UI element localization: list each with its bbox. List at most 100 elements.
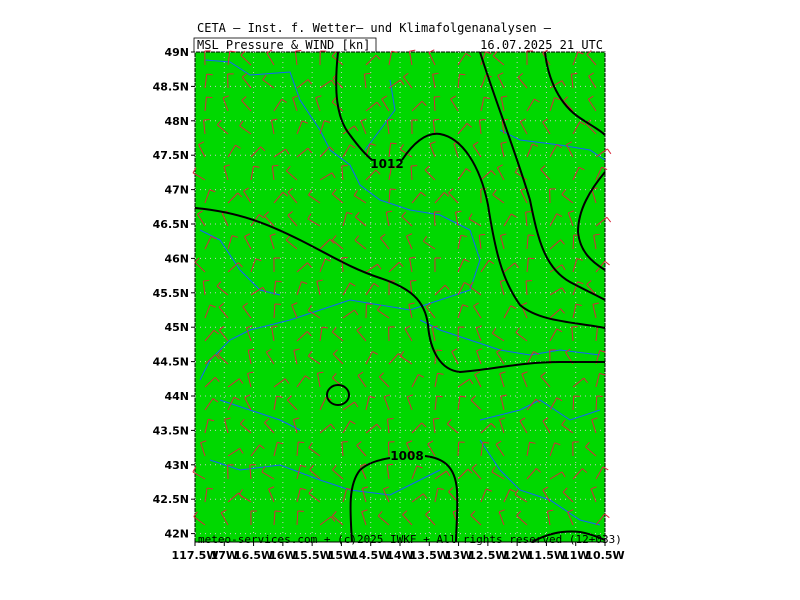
barb-staff — [224, 419, 229, 434]
lon-label: 16.5W — [234, 549, 273, 562]
barb-feather — [354, 212, 360, 218]
barb-feather — [332, 349, 338, 355]
barb-feather — [354, 235, 360, 241]
barb-feather — [229, 50, 236, 53]
barb-staff — [549, 328, 558, 342]
barb-staff — [404, 328, 413, 342]
barb-staff — [591, 419, 597, 434]
barb-feather — [446, 419, 452, 425]
barb-feather — [469, 378, 474, 385]
barb-feather — [271, 325, 278, 328]
barb-staff — [540, 169, 551, 181]
lon-label: 11W — [562, 549, 589, 562]
barb-staff — [433, 211, 436, 227]
barb-feather — [354, 309, 359, 316]
barb-staff — [309, 469, 321, 480]
barb-staff — [227, 144, 236, 158]
barb-feather — [562, 487, 568, 493]
barb-staff — [216, 285, 229, 296]
barb-feather — [331, 79, 336, 86]
barb-staff — [247, 350, 252, 365]
barb-staff — [319, 146, 330, 158]
barb-feather — [535, 468, 542, 473]
barb-feather — [354, 401, 359, 408]
barb-feather — [218, 303, 224, 308]
barb-feather — [192, 167, 197, 174]
barb-staff — [480, 442, 484, 457]
barb-feather — [242, 302, 248, 308]
barb-feather — [386, 210, 393, 213]
barb-feather — [194, 257, 200, 263]
barb-feather — [399, 350, 405, 357]
barb-feather — [376, 423, 382, 430]
barb-staff — [296, 465, 301, 480]
barb-staff — [402, 514, 413, 526]
barb-feather — [471, 464, 477, 469]
barb-feather — [514, 262, 519, 268]
barb-feather — [249, 464, 256, 466]
barb-staff — [480, 170, 492, 181]
barb-feather — [198, 141, 205, 146]
barb-staff — [457, 235, 462, 250]
barb-staff — [342, 401, 355, 411]
barb-staff — [377, 515, 390, 526]
barb-feather — [223, 164, 230, 168]
barb-feather — [285, 148, 290, 155]
barb-staff — [526, 235, 529, 250]
barb-staff — [570, 74, 574, 89]
barb-staff — [572, 395, 575, 411]
barb-staff — [217, 124, 229, 135]
barb-feather — [500, 279, 507, 283]
barb-feather — [599, 350, 606, 353]
lon-label: 14W — [386, 549, 413, 562]
barb-feather — [377, 511, 383, 517]
barb-staff — [319, 79, 332, 89]
barb-staff — [434, 373, 439, 388]
barb-staff — [250, 258, 257, 273]
barb-staff — [244, 397, 252, 411]
barb-staff — [241, 100, 252, 112]
barb-feather — [244, 233, 250, 238]
barb-feather — [264, 211, 270, 217]
barb-staff — [202, 281, 206, 296]
barb-staff — [250, 146, 261, 158]
barb-staff — [585, 123, 597, 135]
barb-staff — [203, 120, 206, 135]
lat-label: 43.5N — [153, 424, 189, 437]
barb-staff — [308, 447, 321, 457]
barb-staff — [240, 423, 252, 434]
barb-staff — [319, 397, 327, 411]
barb-feather — [277, 441, 284, 445]
barb-feather — [300, 487, 307, 491]
barb-feather — [268, 486, 275, 490]
barb-feather — [272, 164, 279, 167]
barb-feather — [287, 188, 293, 193]
barb-feather — [210, 235, 217, 240]
barb-staff — [401, 216, 413, 227]
barb-staff — [428, 52, 436, 66]
barb-feather — [470, 395, 476, 401]
barb-feather — [468, 213, 473, 220]
barb-feather — [542, 118, 549, 123]
barb-staff — [549, 80, 563, 89]
barb-staff — [365, 101, 378, 112]
barb-feather — [576, 258, 583, 261]
barb-feather — [215, 354, 220, 360]
barb-feather — [556, 213, 563, 218]
barb-staff — [595, 513, 606, 526]
barb-staff — [468, 218, 482, 227]
barb-feather — [437, 372, 444, 375]
barb-staff — [292, 97, 298, 112]
barb-feather — [286, 395, 292, 401]
barb-feather — [386, 463, 394, 466]
barb-feather — [529, 441, 536, 444]
barb-staff — [342, 420, 351, 434]
barb-staff — [480, 423, 492, 434]
barb-staff — [388, 353, 399, 365]
barb-feather — [266, 49, 273, 54]
barb-feather — [556, 144, 563, 148]
barb-staff — [380, 237, 390, 250]
barb-feather — [475, 325, 482, 329]
barb-feather — [483, 96, 490, 100]
barb-staff — [194, 261, 206, 273]
